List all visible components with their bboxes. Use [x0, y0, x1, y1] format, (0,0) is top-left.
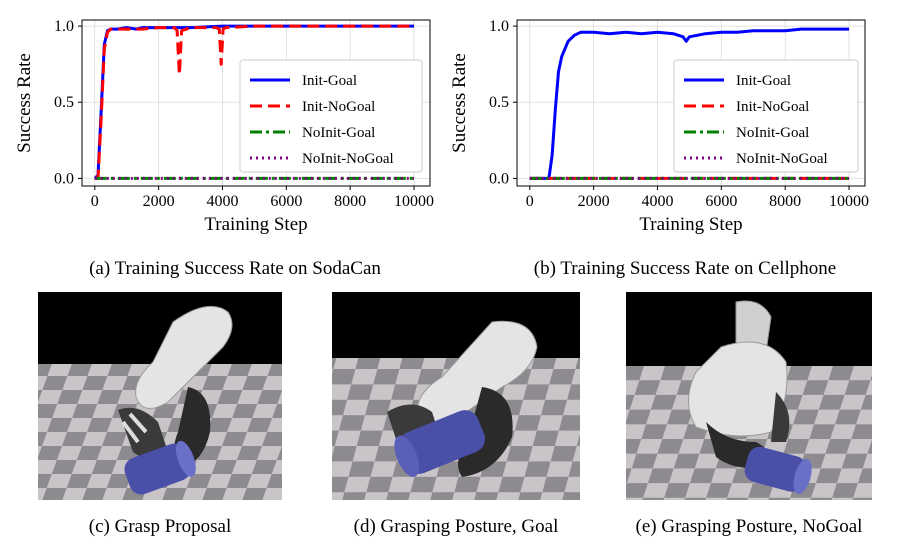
x-tick-label: 6000	[705, 193, 737, 210]
caption-a: (a) Training Success Rate on SodaCan	[89, 258, 381, 279]
x-tick-label: 4000	[206, 193, 238, 210]
soda-can	[394, 410, 485, 477]
image-grasping-posture-goal	[332, 292, 580, 500]
legend-label: Init-NoGoal	[302, 99, 375, 115]
y-tick-label: 1.0	[489, 18, 509, 35]
soda-can	[124, 440, 196, 495]
y-tick-label: 0.5	[54, 94, 74, 111]
image-grasping-posture-nogoal	[626, 292, 872, 500]
legend-label: NoInit-NoGoal	[302, 151, 394, 167]
legend-label: NoInit-Goal	[302, 125, 375, 141]
chart-cellphone: 0 2000 4000 6000 8000 10000 0.0 0.5 1.0 Training …	[449, 18, 869, 235]
y-tick-label: 1.0	[54, 18, 74, 35]
soda-can	[744, 446, 812, 495]
y-tick-label: 0.0	[54, 170, 74, 187]
y-tick-label: 0.5	[489, 94, 509, 111]
legend-label: NoInit-NoGoal	[736, 151, 828, 167]
x-tick-label: 6000	[270, 193, 302, 210]
x-axis-label: Training Step	[204, 214, 307, 235]
x-tick-label: 2000	[143, 193, 175, 210]
x-tick-label: 0	[91, 193, 99, 210]
x-tick-label: 0	[526, 193, 534, 210]
x-axis-label: Training Step	[639, 214, 742, 235]
x-tick-label: 8000	[334, 193, 366, 210]
x-tick-label: 2000	[578, 193, 610, 210]
plot-frame	[81, 19, 431, 187]
sky	[332, 292, 580, 364]
caption-e: (e) Grasping Posture, NoGoal	[635, 516, 863, 537]
chart-sodacan: 0 2000 4000 6000 8000 10000 0.0 0.5 1.0 Training …	[14, 18, 434, 235]
y-axis-label: Success Rate	[14, 53, 35, 153]
series-line-init-nogoal	[94, 24, 414, 180]
legend-box	[673, 59, 859, 173]
caption-d: (d) Grasping Posture, Goal	[353, 516, 559, 537]
legend-label: Init-NoGoal	[736, 99, 809, 115]
series-line-init-goal	[529, 27, 849, 180]
legend-label: Init-Goal	[736, 73, 791, 89]
caption-c: (c) Grasp Proposal	[88, 516, 232, 537]
x-tick-label: 8000	[769, 193, 801, 210]
y-axis-label: Success Rate	[449, 53, 470, 153]
y-tick-label: 0.0	[489, 170, 509, 187]
x-tick-label: 4000	[641, 193, 673, 210]
x-tick-label: 10000	[394, 193, 434, 210]
legend-label: NoInit-Goal	[736, 125, 809, 141]
legend-box	[239, 59, 423, 173]
robot-hand	[118, 305, 233, 467]
x-tick-label: 10000	[829, 193, 869, 210]
legend-label: Init-Goal	[302, 73, 357, 89]
image-grasp-proposal	[38, 292, 282, 500]
caption-b: (b) Training Success Rate on Cellphone	[533, 258, 837, 279]
plot-frame	[516, 19, 866, 187]
